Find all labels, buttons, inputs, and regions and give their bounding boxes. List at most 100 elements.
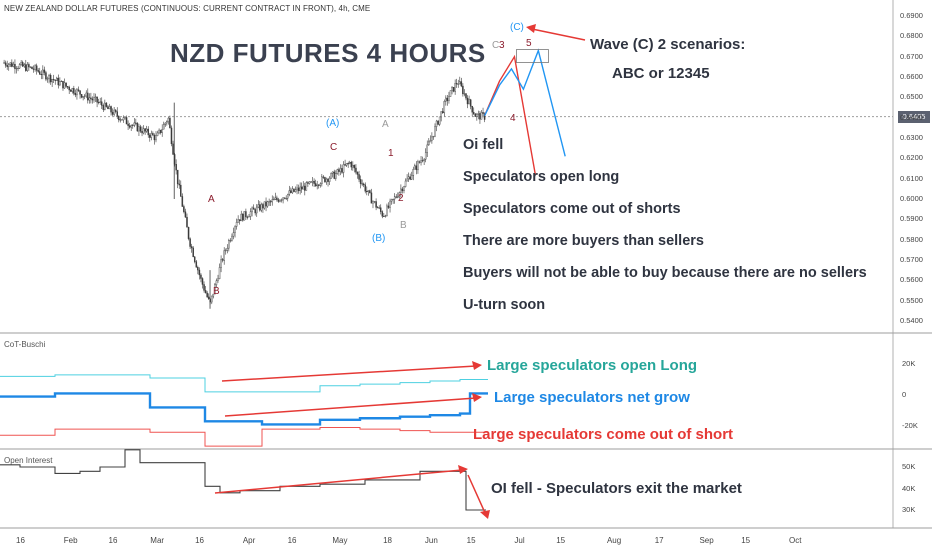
candle-body <box>189 238 191 247</box>
oi-up-arrow <box>214 469 463 494</box>
price-tick-label: 0.5700 <box>900 255 923 264</box>
candle-body <box>237 219 239 223</box>
candle-body <box>17 67 19 69</box>
candle-body <box>71 88 74 92</box>
candle-body <box>158 129 160 134</box>
candle-body <box>327 178 329 182</box>
candle-body <box>6 64 8 68</box>
candle-body <box>220 259 222 268</box>
time-tick-label: Aug <box>606 536 622 545</box>
candle-body <box>277 199 280 202</box>
candle-body <box>116 111 118 117</box>
candle-body <box>144 128 146 132</box>
candle-body <box>187 227 190 239</box>
candle-body <box>393 196 396 200</box>
candle-body <box>12 63 15 67</box>
candle-body <box>93 97 95 101</box>
price-tick-label: 0.5400 <box>900 316 923 325</box>
candle-body <box>406 178 408 182</box>
candle-body <box>212 293 215 297</box>
candle-body <box>395 196 397 198</box>
candle-body <box>108 106 111 110</box>
candle-body <box>445 97 447 102</box>
candle-body <box>34 65 36 70</box>
candle-body <box>68 86 70 91</box>
candle-body <box>169 117 171 129</box>
price-tick-label: 0.5600 <box>900 275 923 285</box>
candle-body <box>161 129 163 133</box>
candle-body <box>441 111 444 114</box>
note-more-buyers: There are more buyers than sellers <box>463 233 704 249</box>
candle-body <box>291 188 294 193</box>
target-zone-box <box>516 49 549 63</box>
candle-body <box>265 201 267 207</box>
candle-body <box>38 71 41 75</box>
candle-body <box>35 65 38 71</box>
candle-body <box>423 159 425 161</box>
candle-body <box>145 128 148 132</box>
cot-tick-label: 20K <box>902 359 916 368</box>
candle-body <box>119 119 122 121</box>
projection-12345-blue <box>483 48 566 157</box>
candle-body <box>308 181 311 184</box>
candle-body <box>45 72 47 80</box>
wave-label-b-paren: (B) <box>372 233 386 244</box>
time-tick-label: Sep <box>699 536 714 545</box>
cot-pane-label: CoT-Buschi <box>4 340 46 349</box>
time-tick-label: Mar <box>150 536 165 545</box>
candle-body <box>336 169 339 174</box>
candle-body <box>466 97 469 105</box>
candle-body <box>88 97 91 101</box>
price-tick-label: 0.6200 <box>900 153 923 163</box>
time-tick-label: May <box>332 536 348 545</box>
candle-body <box>79 90 81 95</box>
candle-body <box>228 240 230 249</box>
wave-c-title: Wave (C) 2 scenarios: <box>590 36 746 53</box>
candle-body <box>462 85 464 95</box>
candle-body <box>348 162 351 164</box>
projection-abc-red <box>483 54 537 175</box>
candle-body <box>180 184 182 197</box>
cot-net-annotation: Large speculators net grow <box>494 389 690 406</box>
candle-body <box>468 99 470 105</box>
candle-body <box>31 66 33 70</box>
note-spec-open-long: Speculators open long <box>463 169 620 185</box>
candle-body <box>479 113 481 120</box>
candle-body <box>175 164 177 171</box>
time-tick-label: 15 <box>741 536 751 545</box>
candle-body <box>221 259 224 261</box>
oi-pane-label: Open Interest <box>4 456 53 465</box>
note-spec-out-shorts: Speculators come out of shorts <box>463 201 681 217</box>
candle-body <box>352 164 354 168</box>
candle-body <box>147 128 149 136</box>
candle-body <box>215 280 218 285</box>
oi-tick-label: 50K <box>902 462 916 471</box>
candle-body <box>321 176 323 185</box>
candle-body <box>384 215 387 217</box>
candle-body <box>314 183 317 187</box>
candle-body <box>434 126 436 137</box>
candle-body <box>259 204 261 211</box>
candle-body <box>376 207 379 209</box>
candle-body <box>482 112 484 114</box>
candle-body <box>331 171 334 174</box>
candle-body <box>178 183 180 186</box>
cot-net-arrow <box>224 397 477 417</box>
candle-body <box>414 165 416 170</box>
candle-body <box>424 152 427 160</box>
candle-body <box>370 192 373 204</box>
time-tick-label: 18 <box>383 536 392 545</box>
candle-body <box>203 284 205 291</box>
candle-body <box>97 102 100 104</box>
candle-body <box>420 160 422 163</box>
candle-body <box>124 117 126 119</box>
oi-annotation: OI fell - Speculators exit the market <box>491 480 742 497</box>
candle-body <box>362 183 365 186</box>
candle-body <box>266 201 269 207</box>
candle-body <box>167 117 170 122</box>
candle-body <box>99 101 101 103</box>
candle-body <box>465 93 467 99</box>
price-tick-label: 0.6800 <box>900 31 923 41</box>
candle-body <box>260 204 263 211</box>
candle-body <box>451 87 453 91</box>
